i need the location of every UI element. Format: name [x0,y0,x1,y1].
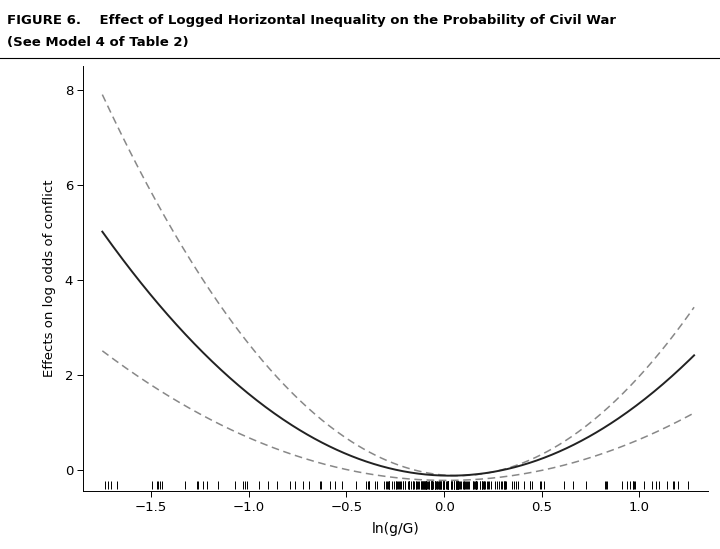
Text: FIGURE 6.    Effect of Logged Horizontal Inequality on the Probability of Civil : FIGURE 6. Effect of Logged Horizontal In… [7,14,616,27]
Y-axis label: Effects on log odds of conflict: Effects on log odds of conflict [43,180,56,377]
X-axis label: ln(g/G): ln(g/G) [372,523,419,536]
Text: (See Model 4 of Table 2): (See Model 4 of Table 2) [7,36,189,49]
